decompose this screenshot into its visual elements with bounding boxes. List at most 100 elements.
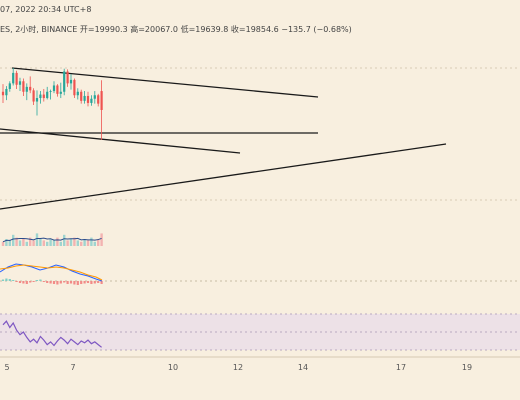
macd-histogram-bar — [18, 281, 22, 283]
volume-bar — [22, 239, 25, 246]
macd-histogram-bar — [83, 281, 86, 284]
volume-bar — [97, 239, 100, 246]
macd-histogram-bar — [8, 279, 11, 281]
rising-trendline[interactable] — [0, 143, 447, 210]
volume-bar — [80, 241, 83, 246]
candle-body — [42, 94, 45, 99]
volume-series — [1, 233, 103, 246]
volume-bar — [56, 237, 59, 246]
upper-trendline[interactable] — [11, 67, 319, 98]
volume-bar — [69, 239, 73, 246]
volume-bar — [86, 240, 90, 246]
macd-histogram-bar — [69, 281, 73, 284]
candle-body — [5, 88, 8, 96]
macd-histogram-bar — [35, 280, 39, 281]
x-tick-label: 17 — [396, 363, 406, 372]
macd-signal-line — [0, 264, 103, 281]
macd-histogram-bar — [80, 281, 83, 284]
macd-histogram-bar — [29, 281, 32, 283]
candle-body — [66, 71, 69, 84]
macd-histogram-bar — [52, 281, 56, 284]
macd-histogram-bar — [59, 281, 62, 284]
volume-bar — [73, 237, 76, 246]
macd-histogram-bar — [76, 281, 79, 285]
macd-histogram-bar — [46, 281, 49, 283]
volume-bar — [15, 237, 18, 246]
candle-body — [73, 79, 76, 96]
volume-bar — [18, 240, 22, 246]
volume-bar — [12, 234, 15, 246]
candle-body — [35, 98, 39, 102]
high-label: 高 — [130, 25, 139, 34]
x-tick-label: 7 — [70, 363, 75, 372]
x-tick-label: 5 — [4, 363, 9, 372]
volume-bar — [39, 239, 42, 246]
candle-body — [18, 81, 22, 85]
candle-body — [90, 98, 93, 103]
ohlc-legend: ES, 2小时, BINANCE 开=19990.3 高=20067.0 低=1… — [0, 24, 352, 35]
volume-bar — [83, 239, 86, 246]
candle-body — [1, 91, 5, 96]
x-tick-label: 12 — [233, 363, 243, 372]
candle-body — [49, 91, 52, 92]
macd-histogram — [1, 278, 103, 285]
candle-body — [39, 94, 42, 99]
volume-bar — [8, 240, 11, 246]
candle-body — [46, 91, 49, 99]
volume-bar — [42, 240, 45, 246]
x-tick-label: 19 — [462, 363, 472, 372]
symbol-label: ES, 2小时, BINANCE — [0, 25, 78, 34]
macd-histogram-bar — [97, 281, 100, 283]
change-value: −135.7 (−0.68%) — [281, 25, 352, 34]
macd-histogram-bar — [73, 281, 76, 285]
volume-bar — [52, 240, 56, 246]
volume-bar — [93, 241, 96, 246]
macd-histogram-bar — [25, 281, 28, 284]
volume-bar — [25, 241, 28, 246]
volume-bar — [66, 240, 69, 246]
macd-histogram-bar — [42, 281, 45, 282]
candle-body — [83, 95, 86, 101]
open-label: 开 — [79, 25, 88, 34]
candle-body — [86, 95, 90, 103]
macd-histogram-bar — [56, 281, 59, 285]
volume-bar — [49, 239, 52, 246]
candle-body — [15, 72, 18, 85]
x-tick-label: 14 — [298, 363, 308, 372]
macd-histogram-bar — [15, 281, 18, 282]
open-value: =19990.3 — [87, 25, 128, 34]
macd-histogram-bar — [5, 278, 8, 281]
candlestick-series — [1, 68, 103, 140]
candle-body — [32, 90, 35, 102]
high-value: =20067.0 — [138, 25, 179, 34]
candle-body — [12, 72, 15, 84]
macd-histogram-bar — [49, 281, 52, 284]
datetime-label: 07, 2022 20:34 UTC+8 — [0, 5, 92, 14]
low-value: =19639.8 — [188, 25, 229, 34]
volume-bar — [59, 241, 62, 246]
candle-body — [80, 91, 83, 101]
volume-bar — [46, 241, 49, 246]
candle-body — [25, 86, 28, 92]
candle-body — [52, 85, 56, 92]
x-tick-label: 10 — [168, 363, 178, 372]
volume-bar — [76, 240, 79, 246]
volume-bar — [1, 241, 5, 246]
macd-histogram-bar — [63, 281, 66, 283]
candle-body — [59, 91, 62, 94]
close-label: 收 — [230, 25, 239, 34]
candle-body — [69, 79, 73, 84]
volume-bar — [100, 233, 103, 246]
volume-bar — [29, 237, 32, 246]
volume-bar — [90, 237, 93, 246]
rsi-line — [2, 320, 102, 348]
close-value: =19854.6 — [238, 25, 279, 34]
macd-histogram-bar — [100, 281, 103, 284]
candle-body — [56, 85, 59, 94]
candle-body — [97, 95, 100, 104]
low-label: 低 — [180, 25, 189, 34]
candle-body — [63, 71, 66, 92]
volume-bar — [5, 239, 8, 246]
candle-body — [76, 91, 79, 96]
